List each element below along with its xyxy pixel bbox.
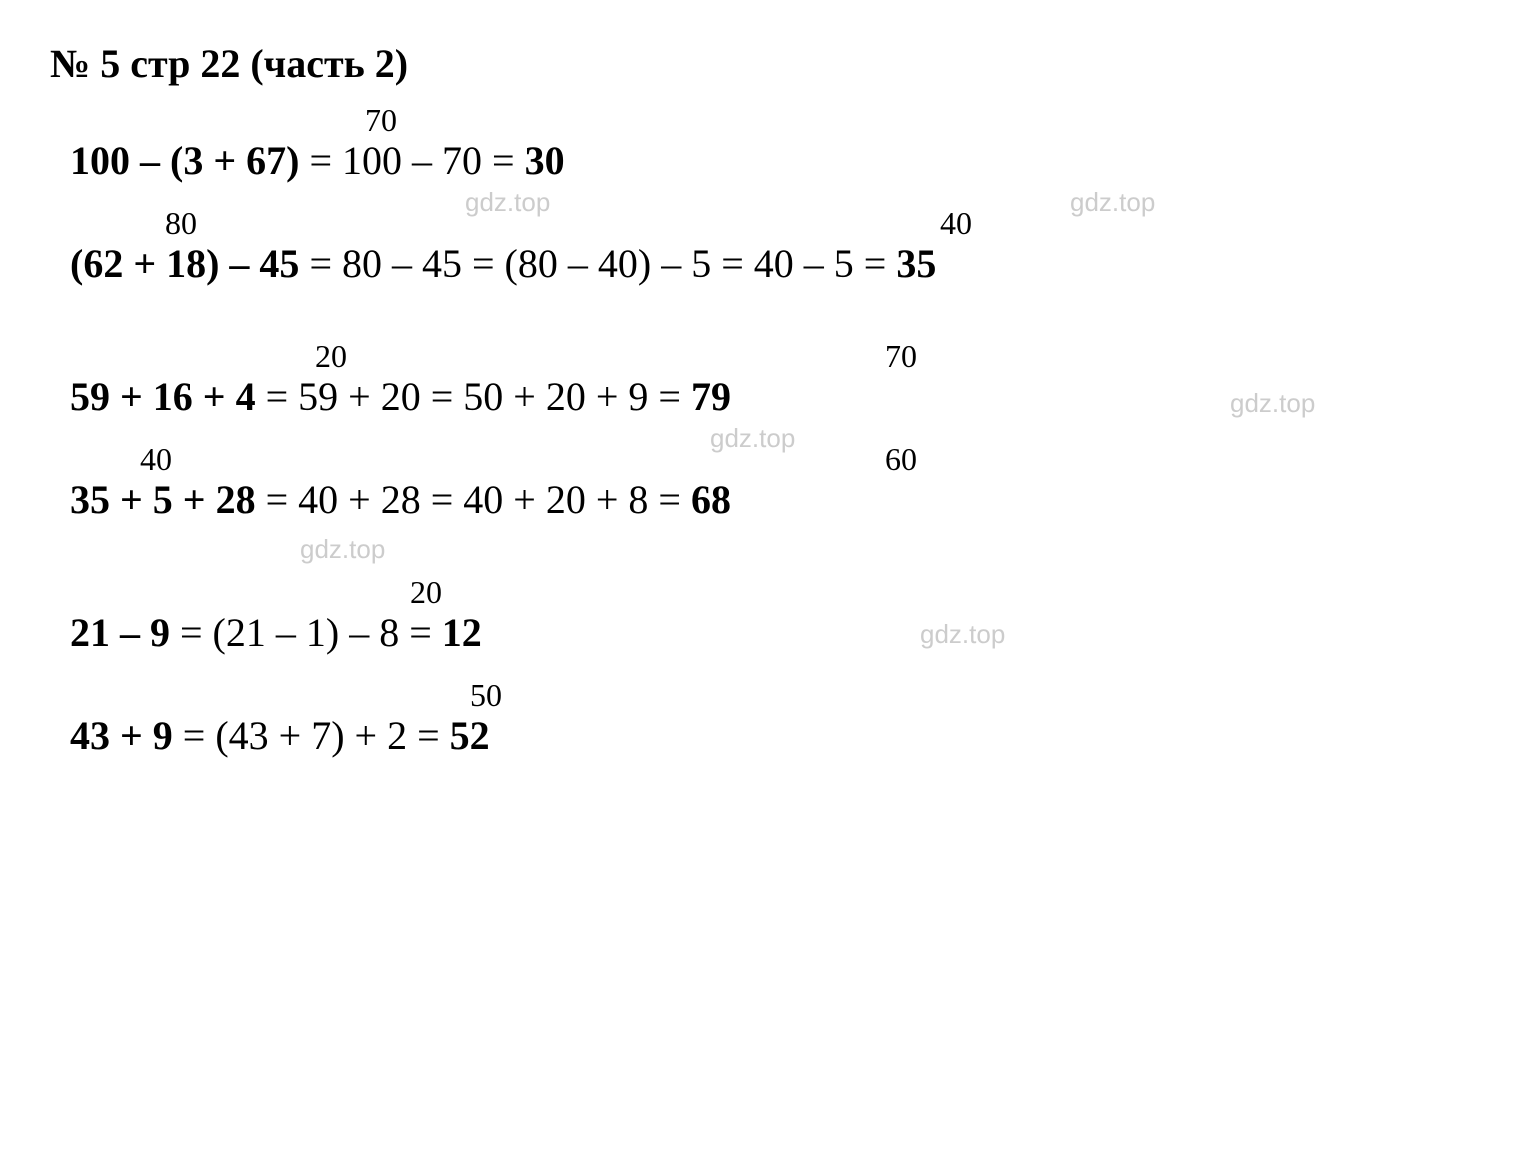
watermark: gdz.top [300, 534, 385, 565]
equation-part: 68 [691, 477, 731, 522]
equations-container: 70 gdz.top gdz.top 100 – (3 + 67) = 100 – 7… [50, 137, 1476, 760]
equation-part: = 100 – 70 = [309, 138, 524, 183]
watermark: gdz.top [1070, 187, 1155, 218]
watermark: gdz.top [1230, 388, 1315, 419]
equation-part: 35 [896, 241, 936, 286]
intermediate-result: 20 [410, 573, 442, 611]
equation-part: (62 + 18) – 45 [70, 241, 309, 286]
equation-row: 5043 + 9 = (43 + 7) + 2 = 52 [70, 712, 1476, 760]
equation-row: 8040 (62 + 18) – 45 = 80 – 45 = (80 – 40… [70, 240, 1476, 288]
equation-row: 20gdz.topgdz.top21 – 9 = (21 – 1) – 8 = … [70, 609, 1476, 657]
watermark: gdz.top [920, 619, 1005, 650]
equation-part: 100 – (3 + 67) [70, 138, 309, 183]
equation-part: 12 [442, 610, 482, 655]
equation-part: = (21 – 1) – 8 = [180, 610, 442, 655]
equation-part: 59 + 16 + 4 [70, 374, 266, 419]
watermark: gdz.top [465, 187, 550, 218]
equation-part: 79 [691, 374, 731, 419]
watermark: gdz.top [710, 423, 795, 454]
intermediate-result: 70 [885, 337, 917, 375]
intermediate-result: 20 [315, 337, 347, 375]
equation-part: = 40 + 28 = 40 + 20 + 8 = [266, 477, 691, 522]
equation-block: 70gdz.topgdz.top100 – (3 + 67) = 100 – 7… [70, 137, 1476, 288]
intermediate-result: 40 [940, 204, 972, 242]
equation-part: = 80 – 45 = (80 – 40) – 5 = 40 – 5 = [309, 241, 896, 286]
intermediate-result: 40 [140, 440, 172, 478]
equation-part: 52 [450, 713, 490, 758]
intermediate-result: 60 [885, 440, 917, 478]
equation-part: 43 + 9 [70, 713, 183, 758]
equation-block: 2070gdz.topgdz.top59 + 16 + 4 = 59 + 20 … [70, 373, 1476, 524]
page-title: № 5 стр 22 (часть 2) [50, 40, 1476, 87]
intermediate-result: 50 [470, 676, 502, 714]
equation-block: 20gdz.topgdz.top21 – 9 = (21 – 1) – 8 = … [70, 609, 1476, 760]
equation-part: 21 – 9 [70, 610, 180, 655]
intermediate-result: 70 [365, 101, 397, 139]
equation-row: 70gdz.topgdz.top100 – (3 + 67) = 100 – 7… [70, 137, 1476, 185]
equation-row: 2070gdz.topgdz.top59 + 16 + 4 = 59 + 20 … [70, 373, 1476, 421]
equation-part: = 59 + 20 = 50 + 20 + 9 = [266, 374, 691, 419]
intermediate-result: 80 [165, 204, 197, 242]
equation-part: 30 [525, 138, 565, 183]
equation-part: = (43 + 7) + 2 = [183, 713, 450, 758]
equation-row: 406035 + 5 + 28 = 40 + 28 = 40 + 20 + 8 … [70, 476, 1476, 524]
equation-part: 35 + 5 + 28 [70, 477, 266, 522]
